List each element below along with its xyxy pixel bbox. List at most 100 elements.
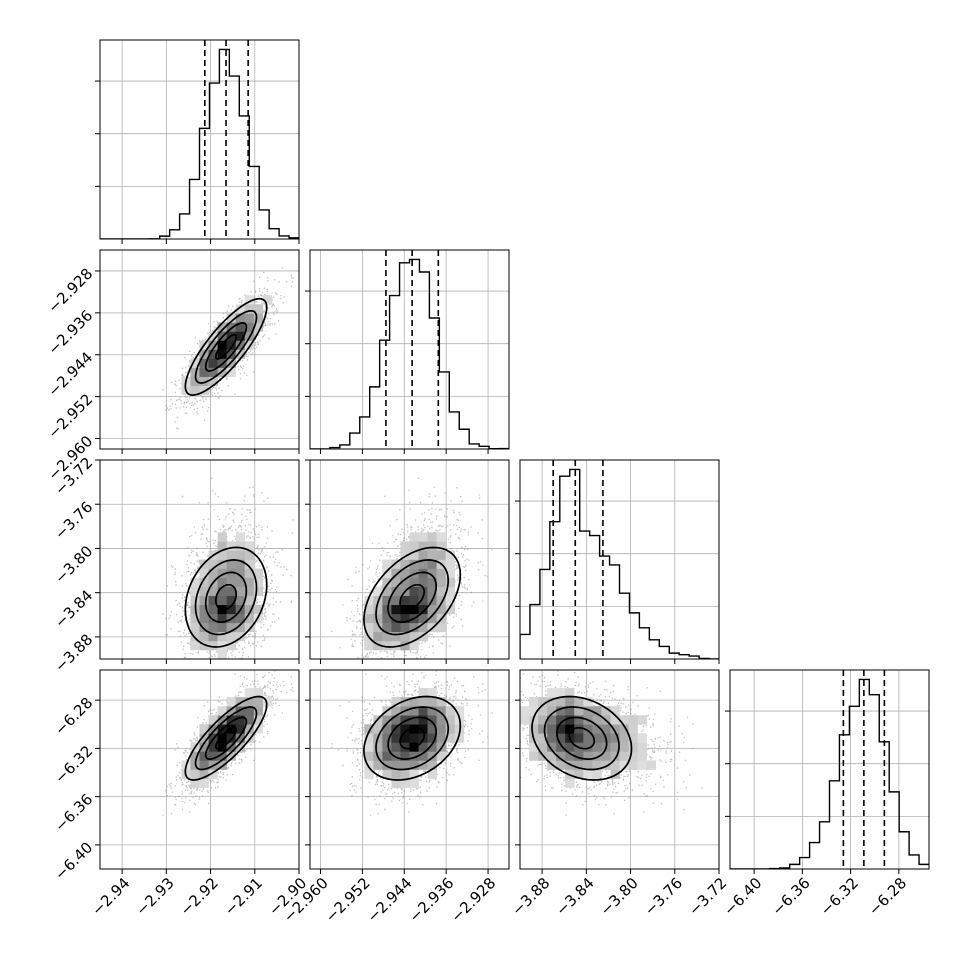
density-cell-2-1-12-5 bbox=[418, 604, 428, 615]
histogram-0 bbox=[100, 48, 299, 239]
density-cell-2-1-12-7 bbox=[418, 586, 428, 596]
density-cell-2-1-9-3 bbox=[391, 622, 401, 633]
density-cell-3-2-2-14 bbox=[538, 733, 548, 743]
density-cell-3-1-11-9 bbox=[409, 778, 419, 788]
density-cell-3-0-16-14 bbox=[244, 733, 255, 743]
ytick-label-3-2: −6.32 bbox=[51, 742, 96, 787]
xtick-label-3-3: −6.28 bbox=[865, 874, 910, 919]
density-cell-1-0-16-16 bbox=[244, 295, 255, 305]
density-cell-2-0-15-11 bbox=[235, 550, 246, 560]
density-cell-1-0-11-6 bbox=[199, 385, 209, 396]
density-cell-3-0-15-13 bbox=[235, 742, 246, 752]
panel-frame-3-1 bbox=[309, 669, 510, 870]
density-cell-3-2-8-10 bbox=[592, 769, 602, 779]
xtick-label-1-2: −2.944 bbox=[364, 874, 416, 926]
density-cell-3-2-4-13 bbox=[556, 742, 566, 752]
density-cell-3-0-13-16 bbox=[217, 715, 227, 725]
density-cell-2-1-15-6 bbox=[445, 595, 456, 606]
density-cell-2-1-10-2 bbox=[400, 631, 410, 642]
density-cell-3-2-7-14 bbox=[583, 733, 593, 743]
panel-frame-3-3 bbox=[729, 669, 930, 870]
density-cell-3-1-9-13 bbox=[391, 742, 401, 752]
density-cell-2-0-12-6 bbox=[208, 595, 218, 606]
density-cell-3-2-4-16 bbox=[556, 715, 566, 725]
density-cell-3-2-10-16 bbox=[610, 715, 620, 725]
density-cell-3-2-5-15 bbox=[565, 724, 575, 734]
density-cell-2-1-8-5 bbox=[382, 604, 392, 615]
ytick-label-2-3: −3.76 bbox=[51, 498, 96, 543]
contour-2-0-3 bbox=[184, 546, 268, 648]
density-cell-2-1-11-9 bbox=[409, 568, 419, 578]
xtick-label-0-0: −2.94 bbox=[88, 874, 133, 919]
density-cell-3-1-6-13 bbox=[364, 742, 374, 752]
density-cell-3-1-10-13 bbox=[400, 742, 410, 752]
density-cell-3-1-16-17 bbox=[454, 706, 465, 716]
density-cell-2-1-12-10 bbox=[418, 559, 428, 569]
density-cell-3-2-1-13 bbox=[529, 742, 539, 752]
density-cell-2-0-13-0 bbox=[217, 649, 227, 659]
density-cell-3-1-15-16 bbox=[445, 715, 456, 725]
density-cell-2-1-11-12 bbox=[409, 541, 419, 551]
density-cell-3-2-5-13 bbox=[565, 742, 575, 752]
density-cell-3-0-11-13 bbox=[199, 742, 209, 752]
density-cell-3-2-6-17 bbox=[574, 706, 584, 716]
density-cell-3-0-11-9 bbox=[199, 778, 209, 788]
contour-2-0-0 bbox=[214, 583, 238, 611]
density-cell-3-0-11-10 bbox=[199, 769, 209, 779]
density-cell-3-2-11-16 bbox=[619, 715, 629, 725]
density-cell-3-2-5-17 bbox=[565, 706, 575, 716]
density-cell-2-0-17-7 bbox=[253, 586, 264, 596]
density-cell-2-0-15-3 bbox=[235, 622, 246, 633]
density-cell-1-0-15-15 bbox=[235, 304, 246, 314]
ytick-label-1-1: −2.952 bbox=[44, 390, 96, 442]
density-cell-3-2-0-17 bbox=[520, 706, 530, 716]
density-cell-3-0-15-15 bbox=[235, 724, 246, 734]
density-cell-2-0-15-9 bbox=[235, 568, 246, 578]
density-cell-3-2-7-10 bbox=[583, 769, 593, 779]
density-cell-3-0-14-17 bbox=[226, 706, 236, 716]
density-cell-3-2-2-17 bbox=[538, 706, 548, 716]
density-cell-3-2-12-15 bbox=[628, 724, 638, 734]
density-cell-2-1-9-1 bbox=[391, 640, 401, 651]
density-cell-1-0-13-13 bbox=[217, 322, 227, 332]
density-cell-2-0-16-4 bbox=[244, 613, 255, 624]
density-cell-3-0-12-13 bbox=[208, 742, 218, 752]
density-cell-3-2-1-15 bbox=[529, 724, 539, 734]
density-cell-2-1-15-9 bbox=[445, 568, 456, 578]
density-cell-3-2-3-14 bbox=[547, 733, 557, 743]
density-cell-1-0-17-15 bbox=[253, 304, 264, 314]
density-cell-3-1-13-18 bbox=[427, 697, 437, 707]
density-cell-3-1-8-12 bbox=[382, 751, 392, 761]
density-cell-3-2-13-16 bbox=[637, 715, 647, 725]
xtick-label-0-3: −2.91 bbox=[221, 874, 266, 919]
density-cell-1-0-13-8 bbox=[217, 367, 227, 377]
density-cell-2-1-13-11 bbox=[427, 550, 437, 560]
density-cell-1-0-14-11 bbox=[226, 340, 236, 350]
panel-frame-2-0 bbox=[99, 459, 300, 660]
density-cell-3-2-5-16 bbox=[565, 715, 575, 725]
density-cell-2-1-15-11 bbox=[445, 550, 456, 560]
xtick-label-0-1: −2.93 bbox=[132, 874, 177, 919]
density-cell-3-0-16-18 bbox=[244, 697, 255, 707]
density-cell-3-2-7-15 bbox=[583, 724, 593, 734]
density-cell-3-2-7-18 bbox=[583, 697, 593, 707]
density-cell-3-2-4-17 bbox=[556, 706, 566, 716]
density-cell-3-2-6-18 bbox=[574, 697, 584, 707]
density-cell-1-0-11-7 bbox=[199, 376, 209, 386]
density-cell-2-1-9-2 bbox=[391, 631, 401, 642]
density-cell-3-1-14-15 bbox=[436, 724, 446, 734]
density-cell-2-0-17-5 bbox=[253, 604, 264, 615]
density-cell-2-0-11-5 bbox=[199, 604, 209, 615]
density-cell-3-0-13-17 bbox=[217, 706, 227, 716]
density-cell-2-1-14-8 bbox=[436, 577, 446, 587]
density-cell-3-2-11-11 bbox=[619, 760, 629, 770]
density-cell-3-0-11-11 bbox=[199, 760, 209, 770]
xtick-label-1-1: −2.952 bbox=[322, 874, 374, 926]
density-cell-3-1-9-18 bbox=[391, 697, 401, 707]
density-cell-3-1-13-17 bbox=[427, 706, 437, 716]
density-cell-3-1-6-11 bbox=[364, 760, 374, 770]
density-cell-3-1-11-12 bbox=[409, 751, 419, 761]
density-cell-2-0-17-8 bbox=[253, 577, 264, 587]
contour-2-1-1 bbox=[387, 571, 438, 623]
density-cell-3-1-10-18 bbox=[400, 697, 410, 707]
